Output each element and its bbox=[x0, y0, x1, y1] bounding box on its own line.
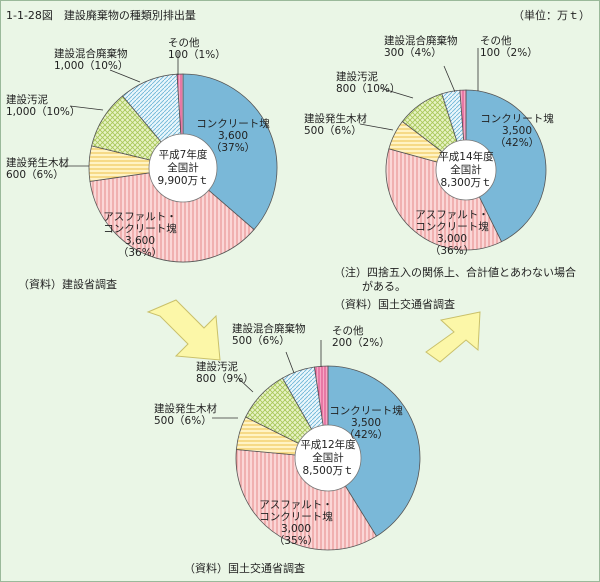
pie2-label-concrete-3: （42%） bbox=[495, 137, 539, 149]
pie3-label-wood-1: 建設発生木材 bbox=[154, 402, 217, 415]
pie2-label-wood-1: 建設発生木材 bbox=[304, 112, 367, 125]
pie1-center-label-2: 全国計 bbox=[167, 161, 199, 174]
pie1-center-circle bbox=[148, 133, 218, 203]
pie3-label-other-1: その他 bbox=[332, 324, 364, 337]
pie2-label-mixed-2: 300（4%） bbox=[384, 47, 442, 59]
arrow-down-right-icon bbox=[146, 299, 221, 361]
pie1-label-concrete-2: 3,600 bbox=[218, 130, 248, 142]
pie3-label-sludge-2: 800（9%） bbox=[196, 373, 254, 385]
note-line-1: （注）四捨五入の関係上、合計値とあわない場合 bbox=[334, 266, 576, 279]
pie2-center-label-2: 全国計 bbox=[450, 163, 482, 176]
pie2-label-asphalt-3: 3,000 bbox=[437, 233, 467, 245]
source-1: （資料）建設省調査 bbox=[18, 278, 117, 291]
pie3-label-asphalt-2: コンクリート塊 bbox=[259, 510, 333, 523]
pie1-label-asphalt-4: （36%） bbox=[118, 247, 162, 259]
pie1-label-asphalt-1: アスファルト・ bbox=[103, 211, 177, 223]
pie3-center-circle bbox=[294, 424, 362, 492]
pie2-label-asphalt-2: コンクリート塊 bbox=[415, 220, 489, 233]
pie1-label-mixed-1: 建設混合廃棄物 bbox=[54, 47, 128, 60]
pie1-center-label-3: 9,900万ｔ bbox=[157, 175, 208, 187]
arrow-up-right-icon bbox=[425, 311, 481, 363]
pie1-label-sludge-1: 建設汚泥 bbox=[6, 93, 48, 106]
pie2-center-circle bbox=[435, 139, 497, 201]
pie2-label-concrete-1: コンクリート塊 bbox=[480, 112, 554, 125]
pie2-label-mixed-1: 建設混合廃棄物 bbox=[384, 34, 458, 47]
pie1-label-asphalt-2: コンクリート塊 bbox=[103, 222, 177, 235]
pie2-center-label-3: 8,300万ｔ bbox=[440, 177, 491, 189]
pie3-center-label-3: 8,500万ｔ bbox=[302, 465, 353, 477]
pie2-slice-concrete bbox=[465, 89, 547, 243]
pie3-leader-mixed bbox=[285, 351, 295, 374]
pie3-label-mixed-2: 500（6%） bbox=[232, 335, 290, 347]
pie2-label-asphalt-4: （36%） bbox=[430, 245, 474, 257]
source-3: （資料）国土交通省調査 bbox=[184, 562, 305, 575]
pie2-slice-asphalt bbox=[385, 148, 503, 251]
pie2-label-asphalt-1: アスファルト・ bbox=[415, 209, 489, 221]
pie3-leader-sludge bbox=[237, 377, 254, 393]
pie2-label-concrete-2: 3,500 bbox=[502, 125, 532, 137]
pie3-label-mixed-1: 建設混合廃棄物 bbox=[232, 322, 306, 335]
pie3-center-label-1: 平成12年度 bbox=[300, 438, 356, 451]
pie3-label-sludge-1: 建設汚泥 bbox=[196, 360, 238, 373]
pie2-label-other-2: 100（2%） bbox=[480, 47, 538, 59]
pie1-label-concrete-3: （37%） bbox=[211, 142, 255, 154]
pie1-slice-asphalt bbox=[89, 167, 255, 263]
pie1-label-wood-1: 建設発生木材 bbox=[6, 156, 69, 169]
pie2-label-other-1: その他 bbox=[480, 34, 512, 47]
pie3-slice-concrete bbox=[327, 365, 421, 537]
pie1-label-mixed-2: 1,000（10%） bbox=[54, 60, 128, 72]
figure-title: 1-1-28図 建設廃棄物の種類別排出量 bbox=[6, 9, 196, 22]
pie1-leader-sludge bbox=[69, 105, 104, 111]
pie1-leader-mixed bbox=[109, 69, 141, 83]
pie3-slice-asphalt bbox=[235, 449, 377, 551]
pie1-label-asphalt-3: 3,600 bbox=[125, 235, 155, 247]
pie2-leader-wood bbox=[359, 123, 394, 131]
pie1-label-other-1: その他 bbox=[168, 36, 200, 49]
pie3-label-concrete-2: 3,500 bbox=[351, 417, 381, 429]
source-2: （資料）国土交通省調査 bbox=[334, 298, 455, 311]
pie1-slice-concrete bbox=[182, 73, 278, 231]
note-line-2: がある。 bbox=[362, 280, 406, 293]
pie3-label-asphalt-4: （35%） bbox=[274, 535, 318, 547]
pie1-label-concrete-1: コンクリート塊 bbox=[196, 117, 270, 130]
pie1-center-label-1: 平成7年度 bbox=[159, 148, 208, 161]
pie2-leader-sludge bbox=[379, 87, 414, 99]
pie3-label-asphalt-1: アスファルト・ bbox=[259, 499, 333, 511]
pie2-label-sludge-2: 800（10%） bbox=[336, 83, 400, 95]
pie3-label-concrete-1: コンクリート塊 bbox=[329, 404, 403, 417]
pie3-center-label-2: 全国計 bbox=[312, 451, 344, 464]
pie2-center-label-1: 平成14年度 bbox=[438, 150, 494, 163]
pie3-label-asphalt-3: 3,000 bbox=[281, 523, 311, 535]
unit-label: （単位：万ｔ） bbox=[513, 9, 590, 22]
pie3-label-other-2: 200（2%） bbox=[332, 337, 390, 349]
pie1-label-other-2: 100（1%） bbox=[168, 49, 226, 61]
pie3-label-wood-2: 500（6%） bbox=[154, 415, 212, 427]
pie3-label-concrete-3: （42%） bbox=[344, 429, 388, 441]
pie2-label-wood-2: 500（6%） bbox=[304, 125, 362, 137]
note: （注）四捨五入の関係上、合計値とあわない場合 がある。 bbox=[334, 266, 576, 294]
pie2-label-sludge-1: 建設汚泥 bbox=[336, 70, 378, 83]
pie2-leader-mixed bbox=[443, 65, 456, 93]
pie1-label-wood-2: 600（6%） bbox=[6, 169, 64, 181]
pie1-label-sludge-2: 1,000（10%） bbox=[6, 106, 80, 118]
